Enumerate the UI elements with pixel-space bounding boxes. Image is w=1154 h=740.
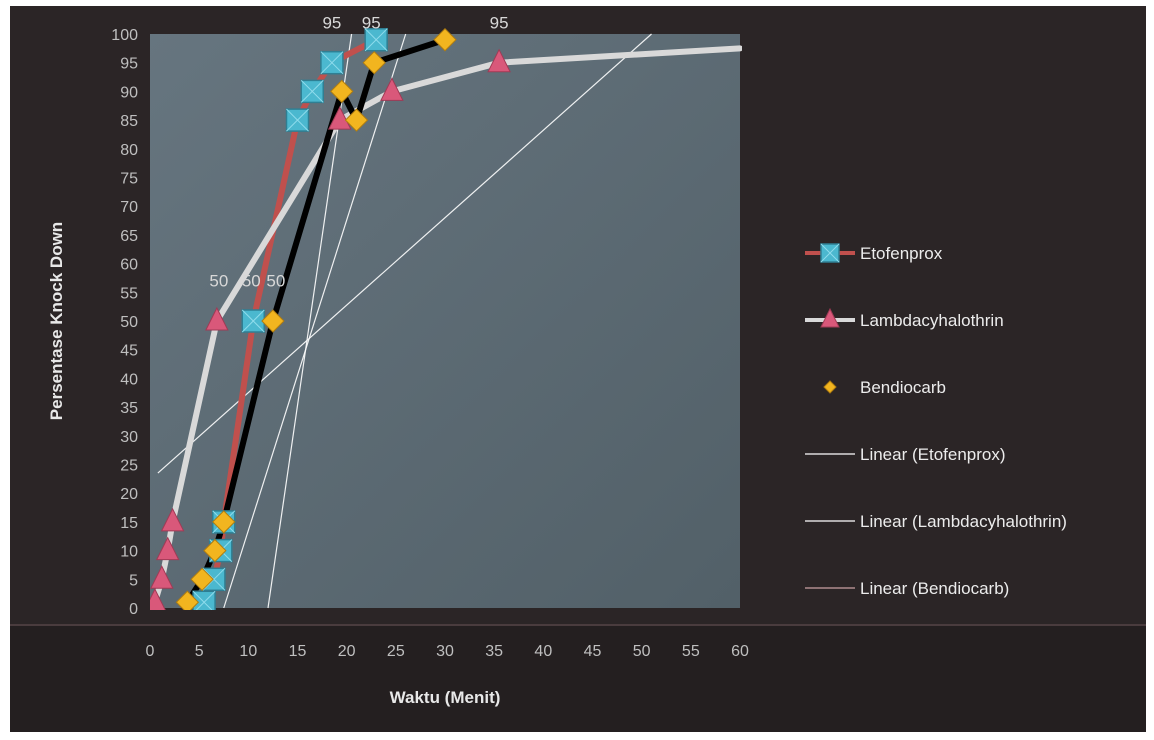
- point-lambdacyhalothrin-5: [205, 306, 229, 331]
- legend-label: Linear (Etofenprox): [860, 445, 1006, 464]
- x-tick-label: 45: [584, 643, 602, 660]
- y-tick-label: 50: [120, 314, 138, 331]
- legend-marker: [823, 380, 837, 394]
- y-tick-label: 5: [129, 572, 138, 589]
- data-label: 95: [322, 13, 341, 32]
- point-etofenprox-6: [285, 108, 310, 132]
- trendline-1: [223, 33, 407, 609]
- point-bendiocarb-9: [433, 28, 457, 52]
- data-label: 50: [266, 272, 285, 291]
- x-tick-label: 60: [731, 643, 749, 660]
- point-lambdacyhalothrin-2: [150, 565, 174, 589]
- y-axis-title: Persentase Knock Down: [47, 222, 66, 420]
- x-tick-label: 5: [195, 643, 204, 660]
- point-bendiocarb-5: [261, 309, 285, 333]
- point-bendiocarb-8: [362, 50, 386, 75]
- y-tick-label: 15: [120, 515, 138, 532]
- x-tick-label: 35: [485, 643, 503, 660]
- data-label: 95: [362, 13, 381, 32]
- y-tick-label: 85: [120, 113, 138, 130]
- point-bendiocarb-7: [344, 108, 369, 132]
- x-tick-label: 10: [239, 643, 257, 660]
- x-tick-label: 50: [633, 643, 651, 660]
- y-tick-label: 35: [120, 400, 138, 417]
- y-tick-label: 25: [120, 458, 138, 475]
- legend-item-2: Lambdacyhalothrin: [805, 307, 1004, 330]
- legend-label: Bendiocarb: [860, 378, 946, 397]
- point-lambdacyhalothrin-4: [160, 507, 185, 532]
- legend-label: Lambdacyhalothrin: [860, 311, 1004, 330]
- point-etofenprox-7: [300, 79, 324, 104]
- y-tick-label: 100: [111, 27, 138, 44]
- y-tick-label: 60: [120, 257, 138, 274]
- y-tick-label: 20: [120, 486, 138, 503]
- x-tick-label: 25: [387, 643, 405, 660]
- point-lambdacyhalothrin-1: [150, 588, 166, 610]
- legend-item-5: Linear (Lambdacyhalothrin): [805, 512, 1067, 531]
- legend-label: Etofenprox: [860, 244, 943, 263]
- legend-marker: [820, 307, 840, 328]
- y-tick-label: 45: [120, 343, 138, 360]
- legend-item-6: Linear (Bendiocarb): [805, 579, 1009, 598]
- x-tick-label: 30: [436, 643, 454, 660]
- y-axis-ticks: 0 5 10 15 20 25 30 35 40 45 50 55 60 65 70 75 80 85 90 95 10…: [111, 27, 138, 618]
- y-tick-label: 90: [120, 84, 138, 101]
- point-bendiocarb-3: [203, 538, 227, 563]
- point-lambdacyhalothrin-7: [380, 77, 404, 101]
- y-tick-label: 10: [120, 544, 138, 561]
- legend-label: Linear (Bendiocarb): [860, 579, 1009, 598]
- y-tick-label: 0: [129, 601, 138, 618]
- series-markers: [150, 27, 511, 610]
- data-label: 50: [242, 272, 261, 291]
- legend-marker: [820, 243, 840, 263]
- legend-item-4: Linear (Etofenprox): [805, 445, 1006, 464]
- point-etofenprox-1: [192, 590, 216, 610]
- point-bendiocarb-1: [175, 590, 200, 610]
- y-tick-label: 30: [120, 429, 138, 446]
- point-lambdacyhalothrin-6: [327, 105, 352, 130]
- x-tick-label: 55: [682, 643, 700, 660]
- x-axis-ticks: 0 5 10 15 20 25 30 35 40 45 50 55 60: [146, 643, 749, 660]
- point-etofenprox-2: [202, 567, 226, 592]
- x-tick-label: 40: [534, 643, 552, 660]
- plot-area: [150, 34, 740, 608]
- y-tick-label: 55: [120, 285, 138, 302]
- point-etofenprox-5: [241, 309, 265, 333]
- legend-item-3: Bendiocarb: [823, 378, 946, 397]
- point-etofenprox-8: [320, 50, 344, 75]
- y-tick-label: 40: [120, 371, 138, 388]
- y-tick-label: 70: [120, 199, 138, 216]
- point-lambdacyhalothrin-8: [487, 48, 511, 73]
- point-bendiocarb-4: [212, 510, 236, 534]
- point-lambdacyhalothrin-3: [155, 536, 180, 561]
- x-tick-label: 20: [338, 643, 356, 660]
- x-axis-title: Waktu (Menit): [390, 688, 501, 707]
- x-axis-band: [10, 626, 1146, 732]
- point-bendiocarb-2: [190, 567, 214, 592]
- data-label: 95: [490, 13, 509, 32]
- y-tick-label: 95: [120, 56, 138, 73]
- legend: Etofenprox Lambdacyhalothrin Bendiocarb Lin…: [805, 243, 1067, 598]
- trendline-3: [267, 33, 353, 609]
- legend-item-1: Etofenprox: [805, 243, 943, 263]
- data-labels: 50 50 50 95 95 95: [209, 13, 508, 290]
- x-tick-label: 15: [289, 643, 307, 660]
- x-tick-label: 0: [146, 643, 155, 660]
- band-divider: [10, 624, 1146, 626]
- point-bendiocarb-6: [330, 79, 354, 104]
- y-tick-label: 75: [120, 171, 138, 188]
- data-label: 50: [209, 272, 228, 291]
- point-etofenprox-9: [364, 27, 388, 52]
- y-tick-label: 80: [120, 142, 138, 159]
- y-tick-label: 65: [120, 228, 138, 245]
- legend-label: Linear (Lambdacyhalothrin): [860, 512, 1067, 531]
